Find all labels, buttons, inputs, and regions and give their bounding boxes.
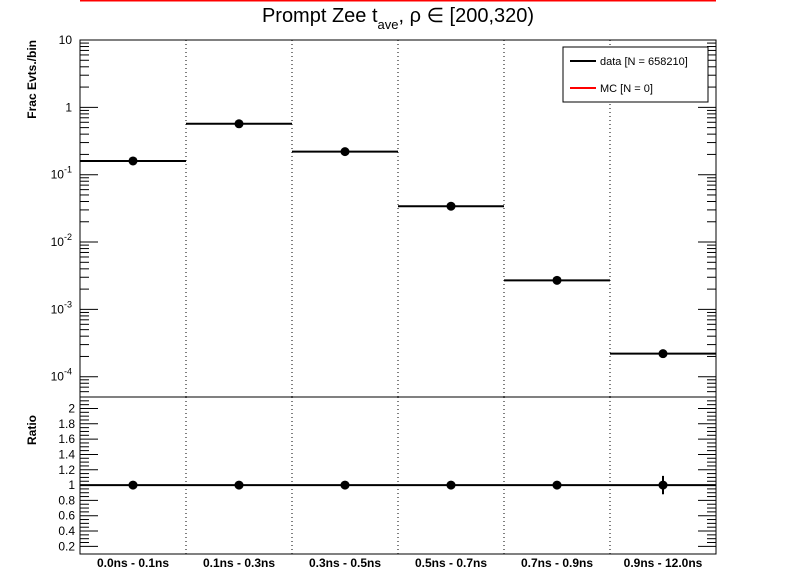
y-tick-label: 1 xyxy=(65,100,72,114)
ratio-point xyxy=(340,480,350,490)
ratio-tick-label: 1.8 xyxy=(58,417,75,431)
chart-title: Prompt Zee tave, ρ ∈ [200,320) xyxy=(262,5,534,32)
ratio-tick-label: 0.4 xyxy=(58,524,75,538)
ratio-tick-label: 0.8 xyxy=(58,493,75,507)
data-point xyxy=(446,201,456,211)
lower-vertical-grid xyxy=(185,397,611,554)
upper-data-series xyxy=(80,119,716,359)
ratio-tick-label: 2 xyxy=(68,401,75,415)
x-category-label: 0.1ns - 0.3ns xyxy=(203,556,275,570)
lower-frame xyxy=(79,396,717,555)
ratio-tick-label: 0.2 xyxy=(58,539,75,553)
lower-y-axis: 2 1.81.61.4 1.210.8 0.60.40.2 xyxy=(58,400,716,553)
data-point xyxy=(128,156,138,166)
chart-title-main: Prompt Zee t xyxy=(262,5,378,27)
ratio-point xyxy=(658,480,668,490)
legend: data [N = 658210] MC [N = 0] xyxy=(562,46,709,103)
ratio-tick-label: 1.6 xyxy=(58,432,75,446)
x-category-label: 0.9ns - 12.0ns xyxy=(624,556,703,570)
ratio-series xyxy=(80,475,716,495)
ratio-tick-label: 1 xyxy=(68,478,75,492)
upper-y-axis: 10 1 10-1 10-2 10-3 10-4 xyxy=(51,33,716,398)
data-point xyxy=(340,147,350,157)
y-tick-label: 10 xyxy=(59,33,73,47)
upper-y-axis-label: Frac Evts./bin xyxy=(25,40,39,119)
data-point xyxy=(234,119,244,129)
lower-y-axis-label: Ratio xyxy=(25,415,39,445)
x-category-label: 0.0ns - 0.1ns xyxy=(97,556,169,570)
y-tick-label: 10-1 xyxy=(51,165,72,182)
data-point xyxy=(552,275,562,285)
y-tick-label: 10-3 xyxy=(51,299,72,316)
ratio-point xyxy=(446,480,456,490)
x-category-label: 0.3ns - 0.5ns xyxy=(309,556,381,570)
legend-box xyxy=(562,46,709,103)
ratio-tick-label: 1.4 xyxy=(58,447,75,461)
x-category-label: 0.5ns - 0.7ns xyxy=(415,556,487,570)
upper-vertical-grid xyxy=(185,40,611,397)
legend-data-label: data [N = 658210] xyxy=(600,56,688,68)
ratio-point xyxy=(234,480,244,490)
x-axis-category-labels: 0.0ns - 0.1ns 0.1ns - 0.3ns 0.3ns - 0.5ns 0… xyxy=(97,556,703,570)
data-point xyxy=(658,349,668,359)
chart-title-sub: ave xyxy=(378,17,399,32)
lower-pad: 2 1.81.61.4 1.210.8 0.60.40.2 Ratio xyxy=(25,396,717,555)
ratio-tick-label: 1.2 xyxy=(58,463,75,477)
legend-mc-label: MC [N = 0] xyxy=(600,83,653,95)
ratio-point xyxy=(552,480,562,490)
y-tick-label: 10-4 xyxy=(51,367,72,384)
ratio-tick-label: 0.6 xyxy=(58,509,75,523)
ratio-point xyxy=(128,480,138,490)
x-category-label: 0.7ns - 0.9ns xyxy=(521,556,593,570)
y-tick-label: 10-2 xyxy=(51,232,72,249)
chart-title-tail: , ρ ∈ [200,320) xyxy=(399,5,535,27)
